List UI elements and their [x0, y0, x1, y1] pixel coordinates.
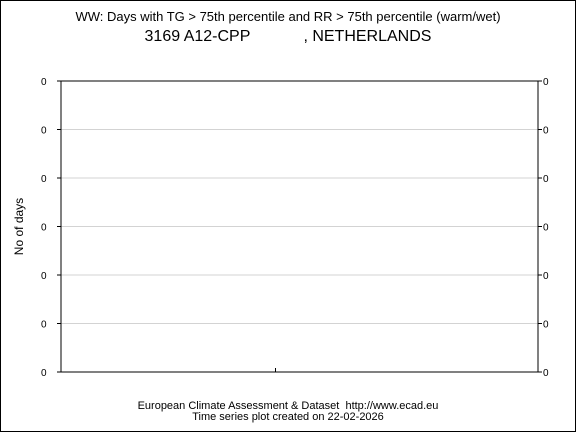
chart-title: WW: Days with TG > 75th percentile and R…	[75, 9, 501, 24]
y-tick-label-right: 0	[543, 368, 549, 379]
station-name: A12-CPP	[183, 28, 251, 45]
y-tick-label-right: 0	[543, 77, 549, 88]
y-tick-label-right: 0	[543, 271, 549, 282]
station-country: , NETHERLANDS	[303, 28, 432, 45]
station-subtitle: 3169 A12-CPP , NETHERLANDS	[1, 28, 575, 46]
y-tick-label-right: 0	[543, 126, 549, 137]
y-tick-label-right: 0	[543, 320, 549, 331]
y-axis-label: No of days	[12, 198, 26, 255]
y-tick-label-left: 0	[41, 126, 47, 137]
y-tick-label-left: 0	[41, 77, 47, 88]
footer-credit: European Climate Assessment & Dataset ht…	[137, 400, 439, 412]
footer-created-date: Time series plot created on 22-02-2026	[192, 411, 384, 423]
y-tick-label-left: 0	[41, 174, 47, 185]
station-code: 3169	[144, 28, 181, 45]
y-tick-label-left: 0	[41, 368, 47, 379]
y-tick-label-left: 0	[41, 271, 47, 282]
y-tick-label-right: 0	[543, 174, 549, 185]
y-tick-label-left: 0	[41, 223, 47, 234]
y-tick-label-left: 0	[41, 320, 47, 331]
y-tick-label-right: 0	[543, 223, 549, 234]
